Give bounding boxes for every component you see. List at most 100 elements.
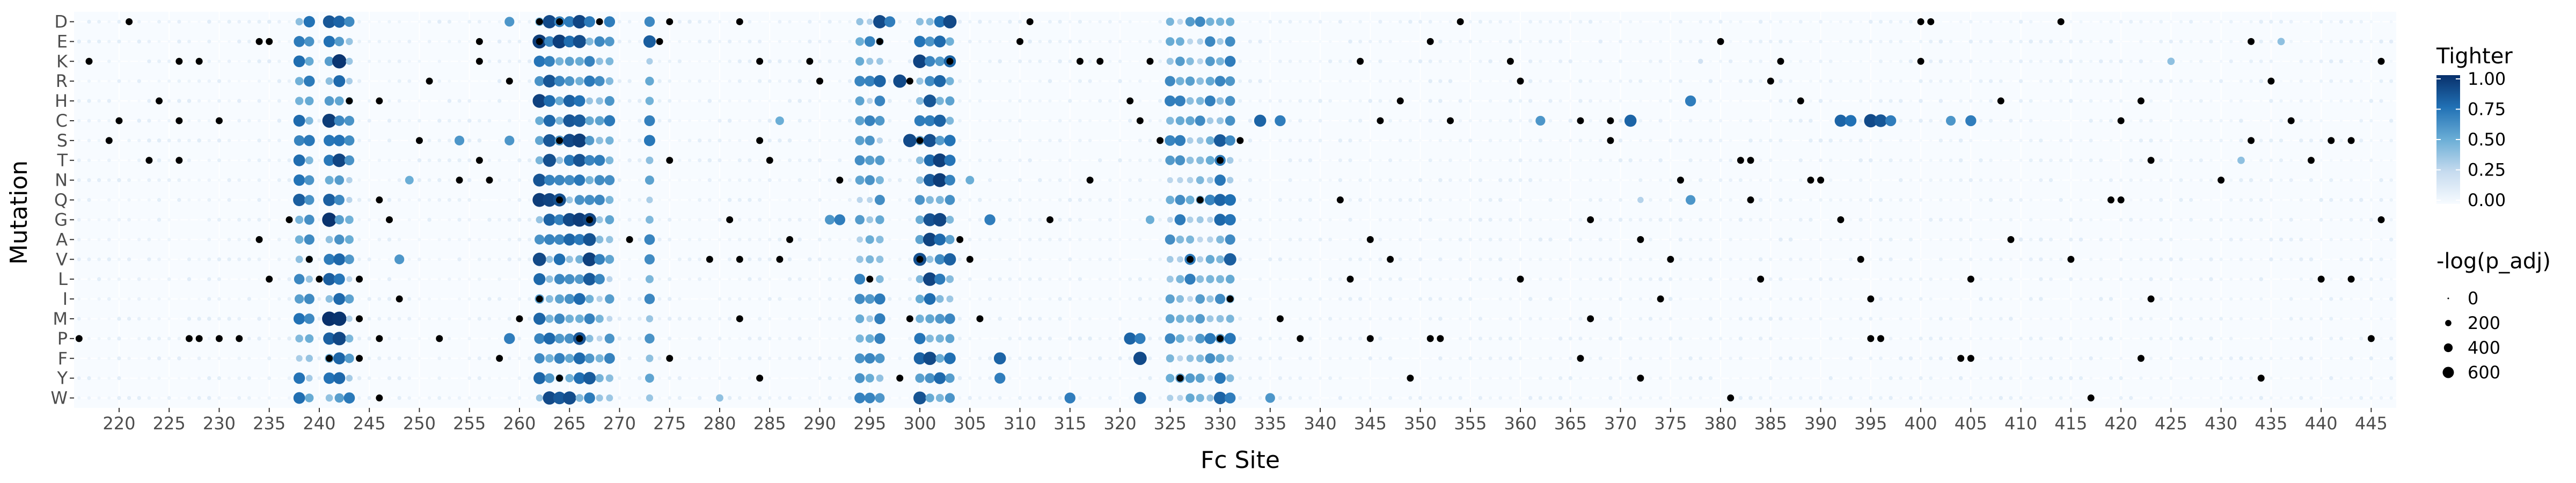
data-point <box>864 392 875 404</box>
data-point <box>865 294 875 304</box>
data-point <box>543 391 557 405</box>
data-point <box>2189 19 2193 24</box>
data-point <box>1018 79 1022 83</box>
data-point <box>2139 297 2143 301</box>
data-point <box>207 336 211 340</box>
data-point <box>1859 357 1862 360</box>
data-point <box>2009 258 2012 261</box>
data-point <box>2019 138 2023 142</box>
data-point <box>77 218 81 222</box>
data-point <box>908 197 912 202</box>
data-point <box>2229 297 2233 301</box>
data-point <box>1408 138 1413 143</box>
data-point <box>1638 258 1642 261</box>
data-point <box>828 79 831 83</box>
data-point <box>2129 258 2133 261</box>
data-point <box>2069 217 2073 222</box>
data-point <box>1878 197 1883 202</box>
data-point <box>1408 317 1412 321</box>
data-point <box>2179 377 2183 380</box>
data-point <box>1358 138 1362 142</box>
data-point <box>2369 79 2373 83</box>
data-point <box>2190 396 2193 400</box>
data-point <box>758 297 762 301</box>
data-point <box>1608 396 1613 400</box>
data-point <box>645 97 654 105</box>
data-point <box>1719 277 1722 281</box>
data-point <box>1659 40 1663 43</box>
data-point <box>357 20 361 24</box>
data-point <box>1216 275 1225 283</box>
significant-point <box>1607 137 1614 144</box>
data-point <box>497 238 501 241</box>
data-point <box>2229 317 2233 321</box>
data-point <box>1779 178 1783 182</box>
data-point <box>1438 178 1443 182</box>
data-point <box>908 178 912 182</box>
significant-point <box>1236 137 1244 144</box>
data-point <box>1338 19 1343 24</box>
data-point <box>1979 79 1983 83</box>
data-point <box>1195 333 1205 343</box>
data-point <box>1088 79 1092 83</box>
data-point <box>2329 277 2333 281</box>
data-point <box>544 56 555 67</box>
data-point <box>1629 60 1632 63</box>
data-point <box>586 38 594 46</box>
y-tick-label: R <box>56 71 68 91</box>
data-point <box>2139 158 2143 163</box>
data-point <box>333 75 346 87</box>
data-point <box>517 39 522 43</box>
data-point <box>127 257 131 261</box>
data-point <box>2259 258 2263 261</box>
data-point <box>1185 195 1195 204</box>
data-point <box>1719 317 1722 320</box>
significant-point <box>2067 255 2075 263</box>
data-point <box>217 158 221 163</box>
data-point <box>2159 336 2163 341</box>
data-point <box>1839 277 1843 281</box>
data-point <box>1608 277 1613 281</box>
data-point <box>1989 119 1993 123</box>
data-point <box>1869 258 1872 261</box>
data-point <box>2079 376 2083 380</box>
data-point <box>2149 277 2153 281</box>
data-point <box>1298 138 1302 143</box>
data-point <box>2359 376 2363 380</box>
data-point <box>427 178 431 182</box>
significant-point <box>1517 77 1524 85</box>
data-point <box>1598 39 1603 44</box>
data-point <box>237 178 241 182</box>
data-point <box>1608 217 1613 222</box>
data-point <box>2339 396 2343 400</box>
data-point <box>1859 198 1863 202</box>
significant-point <box>255 38 263 45</box>
data-point <box>2209 99 2213 103</box>
data-point <box>1629 178 1632 182</box>
data-point-highlight <box>1134 392 1146 404</box>
data-point <box>2369 238 2373 241</box>
data-point <box>2089 158 2093 163</box>
data-point <box>228 397 231 400</box>
data-point <box>367 396 371 400</box>
data-point <box>908 119 912 122</box>
data-point <box>367 317 371 321</box>
data-point <box>207 218 211 222</box>
data-point <box>1498 178 1503 182</box>
data-point <box>1428 119 1432 123</box>
data-point <box>1197 236 1203 243</box>
data-point <box>448 258 451 261</box>
data-point <box>1458 396 1462 400</box>
data-point <box>2059 59 2063 64</box>
data-point <box>898 396 902 400</box>
data-point <box>2129 337 2133 340</box>
data-point <box>2079 297 2083 301</box>
data-point <box>377 356 382 361</box>
data-point <box>107 40 111 43</box>
data-point <box>898 198 902 202</box>
data-point <box>2160 396 2163 400</box>
data-point <box>488 199 491 202</box>
data-point <box>387 258 391 261</box>
data-point <box>1088 396 1092 400</box>
data-point <box>287 158 291 163</box>
